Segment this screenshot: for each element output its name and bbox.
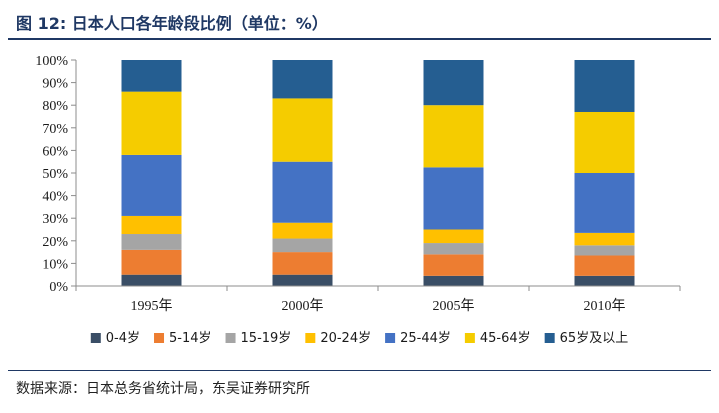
legend-swatch — [464, 333, 475, 343]
legend-swatch — [225, 333, 236, 343]
source-rule — [8, 370, 711, 371]
figure-title: 图 12: 日本人口各年龄段比例（单位：%） — [16, 14, 328, 33]
bar-segment — [121, 234, 182, 250]
bar-segment — [121, 274, 182, 286]
bar-segment — [574, 255, 635, 276]
bar-segment — [574, 245, 635, 256]
bar-segment — [121, 249, 182, 275]
bar-segment — [574, 232, 635, 246]
legend-label: 5-14岁 — [169, 331, 212, 346]
legend-label: 25-44岁 — [400, 331, 451, 346]
y-tick-label: 60% — [42, 144, 68, 159]
y-tick-label: 90% — [42, 77, 68, 92]
bar-segment — [272, 252, 333, 275]
source-note: 数据来源：日本总务省统计局，东吴证券研究所 — [16, 381, 310, 397]
bar-segment — [272, 98, 333, 162]
y-tick-label: 50% — [42, 167, 68, 182]
bar-segment — [121, 154, 182, 216]
bar-segment — [272, 60, 333, 99]
x-axis: 1995年 2000年 2005年 2010年 — [75, 285, 681, 314]
legend-label: 65岁及以上 — [560, 331, 629, 346]
bar-segment — [574, 173, 635, 233]
legend-label: 45-64岁 — [480, 331, 531, 346]
bar-segment — [423, 275, 484, 286]
bar-segment — [423, 229, 484, 244]
bar-area — [121, 60, 635, 286]
bar-segment — [423, 60, 484, 106]
bar-segment — [272, 238, 333, 253]
stacked-bar-chart: 0% 10% 20% 30% 40% 50% 60% 70% 80% 90% 100% 1995年 2… — [35, 54, 681, 346]
legend: 0-4岁 5-14岁 15-19岁 20-24岁 25-44岁 45-64岁 65岁及以上 — [90, 331, 629, 346]
bar-segment — [272, 161, 333, 223]
x-tick-label: 2000年 — [282, 298, 324, 314]
bar-segment — [121, 60, 182, 92]
bar-segment — [423, 243, 484, 255]
bar-segment — [574, 60, 635, 112]
y-tick-label: 100% — [35, 54, 68, 69]
title-rule — [8, 38, 711, 40]
legend-label: 20-24岁 — [320, 331, 371, 346]
legend-swatch — [154, 333, 165, 343]
legend-swatch — [385, 333, 396, 343]
bar-segment — [272, 274, 333, 286]
bar-segment — [423, 167, 484, 230]
bar-segment — [574, 275, 635, 286]
legend-label: 15-19岁 — [241, 331, 292, 346]
x-tick-label: 2005年 — [433, 298, 475, 314]
y-tick-label: 80% — [42, 99, 68, 114]
bar-segment — [272, 222, 333, 239]
y-axis: 0% 10% 20% 30% 40% 50% 60% 70% 80% 90% 100% — [35, 54, 77, 295]
y-tick-label: 30% — [42, 212, 68, 227]
bar-segment — [423, 254, 484, 276]
legend-swatch — [544, 333, 555, 343]
y-tick-label: 40% — [42, 190, 68, 205]
y-tick-label: 20% — [42, 235, 68, 250]
bar-segment — [121, 215, 182, 235]
x-tick-label: 1995年 — [131, 298, 173, 314]
legend-swatch — [90, 333, 101, 343]
legend-swatch — [305, 333, 316, 343]
bar-segment — [423, 105, 484, 168]
bar-segment — [121, 91, 182, 155]
legend-label: 0-4岁 — [106, 331, 140, 346]
y-tick-label: 0% — [49, 280, 68, 295]
y-tick-label: 70% — [42, 122, 68, 137]
y-tick-label: 10% — [42, 257, 68, 272]
x-tick-label: 2010年 — [584, 298, 626, 314]
bar-segment — [574, 111, 635, 173]
